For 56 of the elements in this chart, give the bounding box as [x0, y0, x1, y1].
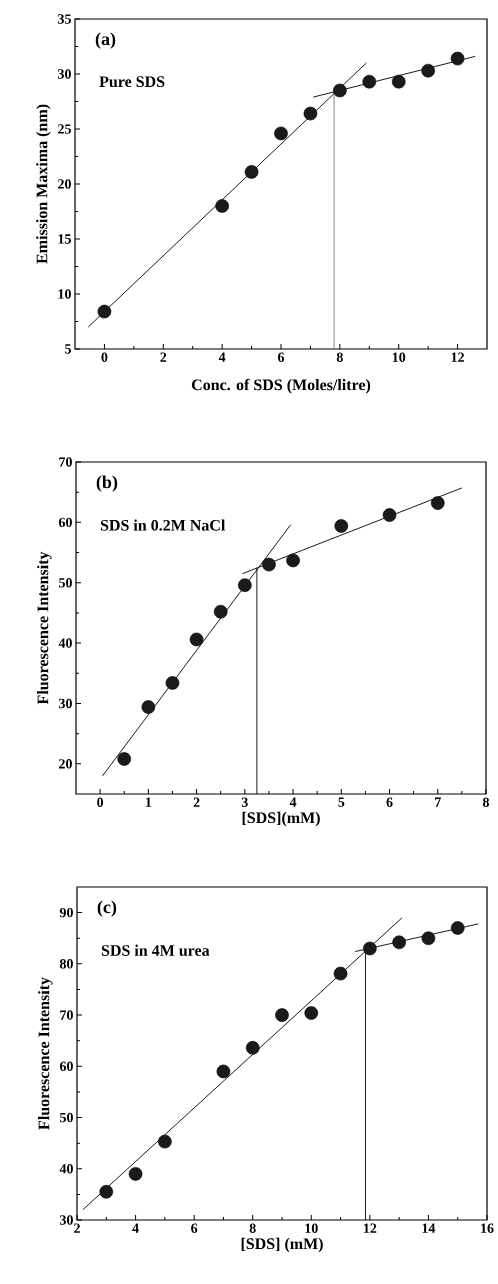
x-tick-label: 4 — [132, 1223, 139, 1233]
y-tick-label: 70 — [60, 1010, 73, 1020]
annotation: Pure SDS — [99, 76, 165, 88]
annotation: (b) — [96, 475, 118, 492]
y-tick-label: 90 — [59, 907, 73, 918]
x-axis-title: Conc. of SDS (Moles/litre) — [191, 378, 371, 394]
x-tick-label: 7 — [435, 797, 441, 807]
x-tick-label: 2 — [160, 352, 167, 362]
x-tick-label: 1 — [145, 797, 152, 807]
y-tick-label: 80 — [59, 959, 73, 969]
y-tick-label: 35 — [58, 14, 71, 24]
y-axis-title: Fluorescence Intensity — [38, 977, 53, 1130]
y-axis-title: Emission Maxima (nm) — [36, 104, 51, 264]
x-tick-label: 0 — [97, 797, 104, 807]
annotation: SDS in 4M urea — [101, 944, 210, 956]
x-tick-label: 8 — [336, 352, 343, 362]
x-tick-label: 3 — [241, 797, 248, 807]
y-tick-label: 30 — [60, 1215, 73, 1225]
x-tick-label: 8 — [482, 797, 490, 807]
y-axis-title: Fluorescence Intensity — [37, 551, 52, 705]
y-tick-label: 70 — [59, 457, 72, 467]
x-tick-label: 12 — [451, 352, 464, 362]
x-tick-label: 14 — [422, 1223, 436, 1233]
x-tick-label: 10 — [305, 1223, 318, 1233]
y-tick-label: 30 — [59, 698, 72, 709]
x-axis-title: [SDS] (mM) — [241, 1237, 323, 1253]
annotation: (c) — [97, 900, 117, 917]
x-tick-label: 4 — [218, 352, 226, 362]
y-tick-label: 15 — [58, 234, 71, 244]
y-tick-label: 60 — [58, 517, 72, 528]
annotation: (a) — [95, 32, 116, 49]
x-tick-label: 8 — [249, 1223, 256, 1233]
x-tick-label: 10 — [392, 352, 406, 362]
x-tick-label: 12 — [363, 1223, 377, 1233]
x-axis-title: [SDS](mM) — [242, 811, 320, 827]
x-tick-label: 6 — [386, 797, 393, 807]
y-tick-label: 20 — [59, 759, 72, 769]
y-tick-label: 10 — [58, 289, 71, 299]
x-tick-label: 16 — [481, 1223, 494, 1233]
y-tick-label: 25 — [58, 124, 71, 134]
y-tick-label: 50 — [59, 577, 72, 588]
x-tick-label: 6 — [191, 1223, 198, 1233]
y-tick-label: 20 — [58, 179, 71, 189]
annotation: SDS in 0.2M NaCl — [100, 519, 226, 531]
y-tick-label: 40 — [58, 638, 72, 648]
y-tick-label: 50 — [60, 1112, 73, 1123]
y-tick-label: 40 — [59, 1164, 73, 1174]
y-tick-label: 60 — [59, 1061, 73, 1072]
x-tick-label: 5 — [338, 797, 345, 807]
x-tick-label: 6 — [277, 352, 285, 362]
x-tick-label: 2 — [74, 1223, 80, 1233]
x-tick-label: 0 — [101, 352, 108, 362]
x-tick-label: 2 — [193, 797, 200, 807]
x-tick-label: 4 — [289, 797, 297, 807]
y-tick-label: 5 — [65, 344, 71, 354]
y-tick-label: 30 — [58, 69, 71, 79]
